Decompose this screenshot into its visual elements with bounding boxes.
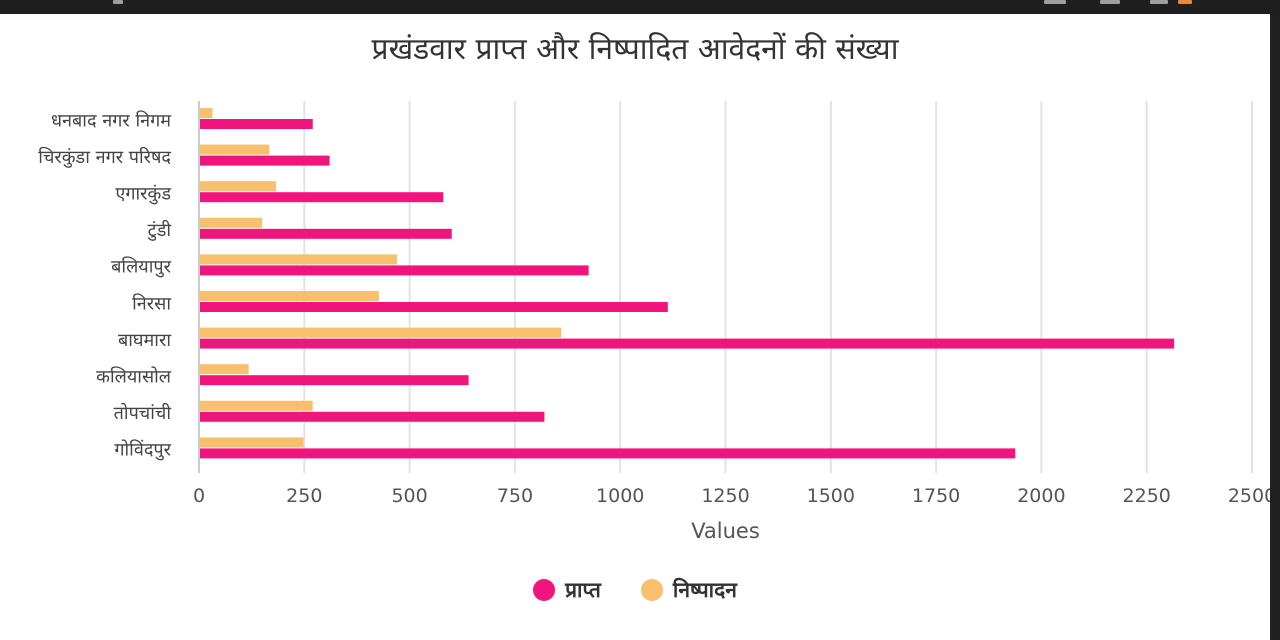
legend-marker-disposed xyxy=(640,579,663,601)
x-tick-label: 500 xyxy=(391,485,427,507)
bar-disposed xyxy=(199,217,263,228)
status-bar xyxy=(0,0,1280,14)
legend-item-disposed[interactable]: निष्पादन xyxy=(640,576,737,604)
bar-disposed xyxy=(199,327,562,338)
x-tick-label: 1250 xyxy=(701,485,749,507)
x-tick-label: 2500 xyxy=(1228,485,1270,507)
y-category-label: धनबाद नगर निगम xyxy=(51,109,172,131)
x-tick-label: 250 xyxy=(286,485,322,507)
bar-disposed xyxy=(199,437,304,448)
legend-marker-received xyxy=(533,579,556,601)
wifi-signal-icon xyxy=(1100,0,1120,4)
y-category-label: निरसा xyxy=(132,292,171,314)
bar-disposed xyxy=(199,400,313,411)
bar-received xyxy=(199,265,589,276)
bar-received xyxy=(199,411,545,422)
y-category-label: तोपचांची xyxy=(114,402,172,424)
legend-item-received[interactable]: प्राप्त xyxy=(533,576,601,604)
bar-received xyxy=(199,192,444,203)
battery-saver-icon xyxy=(1044,0,1066,4)
x-tick-label: 750 xyxy=(497,485,533,507)
x-tick-label: 1750 xyxy=(912,485,960,507)
y-category-label: गोविंदपुर xyxy=(114,439,171,461)
x-tick-label: 0 xyxy=(193,485,205,507)
bar-received xyxy=(199,338,1175,349)
bar-disposed xyxy=(199,108,213,118)
x-tick-label: 2000 xyxy=(1017,485,1065,507)
bar-received xyxy=(199,119,313,129)
y-category-label: बलियापुर xyxy=(111,256,171,278)
y-category-label: बाघमारा xyxy=(118,330,171,351)
bar-disposed xyxy=(199,144,270,155)
notification-icon xyxy=(113,0,123,4)
legend-label-disposed: निष्पादन xyxy=(672,578,737,602)
bar-received xyxy=(199,228,452,239)
screen-edge xyxy=(1270,14,1280,640)
legend: प्राप्त निष्पादन xyxy=(0,576,1270,604)
cellular-signal-icon xyxy=(1150,0,1168,4)
bar-received xyxy=(199,155,330,166)
x-axis-title: Values xyxy=(691,519,760,543)
bar-disposed xyxy=(199,291,379,301)
bar-disposed xyxy=(199,181,277,192)
legend-label-received: प्राप्त xyxy=(565,578,601,602)
bar-disposed xyxy=(199,364,249,375)
battery-icon xyxy=(1178,0,1192,4)
x-tick-label: 2250 xyxy=(1123,485,1171,507)
y-category-label: एगारकुंड xyxy=(115,184,171,205)
bar-received xyxy=(199,302,668,312)
y-category-label: चिरकुंडा नगर परिषद xyxy=(38,146,171,168)
y-category-label: कलियासोल xyxy=(96,366,172,388)
y-category-label: टुंडी xyxy=(147,219,171,241)
bar-received xyxy=(199,375,469,386)
x-tick-label: 1500 xyxy=(807,485,855,507)
chart-title: प्रखंडवार प्राप्त और निष्पादित आवेदनों क… xyxy=(371,32,899,67)
x-tick-label: 1000 xyxy=(596,485,644,507)
bar-received xyxy=(199,448,1016,459)
bar-disposed xyxy=(199,254,397,265)
